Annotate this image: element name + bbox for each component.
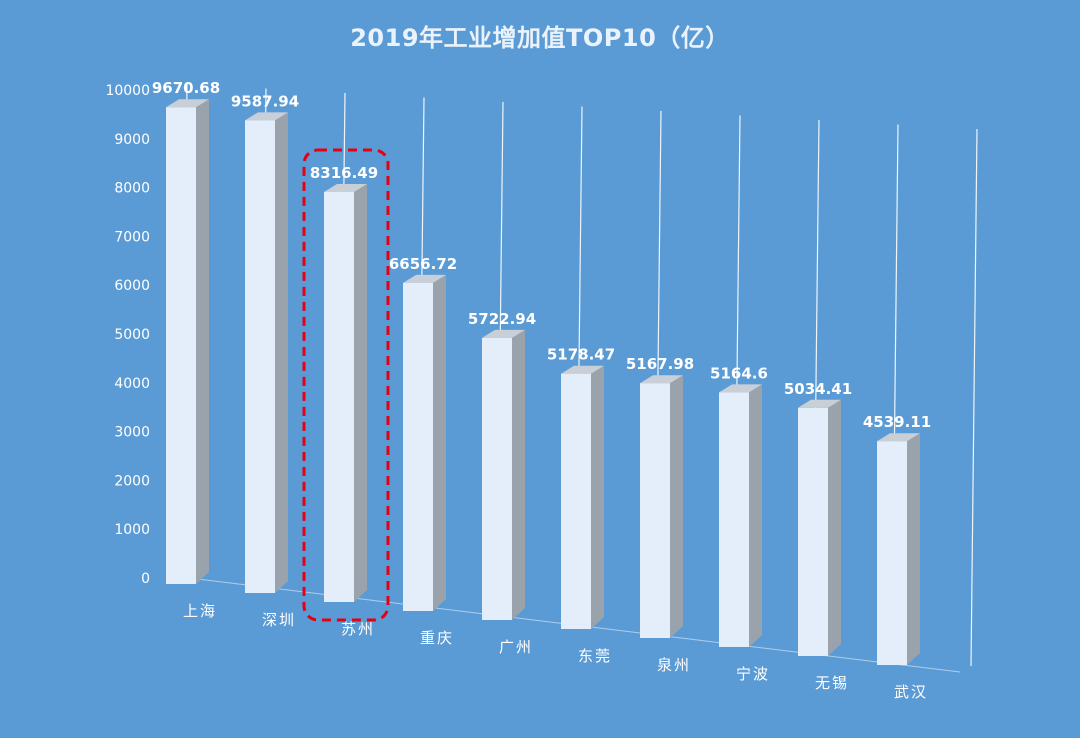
- bar-top: [324, 183, 367, 192]
- x-tick-label: 深圳: [262, 611, 296, 629]
- bar-side: [749, 384, 762, 647]
- bar-side: [433, 274, 446, 611]
- x-tick-label: 武汉: [894, 683, 928, 701]
- bar-top: [166, 99, 209, 108]
- bar-top: [403, 274, 446, 283]
- y-tick-label: 1000: [114, 522, 150, 538]
- bar-top: [877, 433, 920, 442]
- bar: [166, 107, 196, 584]
- data-label: 9587.94: [231, 92, 299, 110]
- bar-top: [719, 384, 762, 393]
- y-tick-label: 4000: [114, 376, 150, 392]
- bar: [640, 383, 670, 638]
- bar-side: [907, 433, 920, 665]
- y-tick-label: 10000: [105, 83, 150, 99]
- bar-top: [482, 329, 525, 338]
- y-tick-label: 2000: [114, 473, 150, 489]
- bar-side: [670, 375, 683, 638]
- bar: [561, 373, 591, 629]
- data-label: 5178.47: [547, 346, 615, 364]
- bar: [798, 407, 828, 656]
- bar-top: [245, 112, 288, 121]
- bar-top: [798, 399, 841, 408]
- x-tick-label: 宁波: [736, 665, 770, 683]
- bar: [482, 337, 512, 620]
- x-tick-label: 东莞: [578, 647, 612, 665]
- y-tick-label: 8000: [114, 181, 150, 197]
- y-tick-label: 3000: [114, 425, 150, 441]
- y-tick-label: 9000: [114, 132, 150, 148]
- x-tick-label: 无锡: [815, 674, 849, 692]
- bar: [719, 392, 749, 647]
- data-label: 5034.41: [784, 380, 852, 398]
- bar-side: [354, 183, 367, 602]
- bar: [324, 191, 354, 602]
- data-label: 8316.49: [310, 164, 378, 182]
- bar-top: [561, 365, 604, 374]
- bar: [245, 120, 275, 593]
- bar: [403, 282, 433, 611]
- data-label: 4539.11: [863, 413, 931, 431]
- bar-side: [196, 99, 209, 584]
- y-tick-label: 7000: [114, 229, 150, 245]
- y-tick-label: 6000: [114, 278, 150, 294]
- bar-side: [828, 399, 841, 656]
- data-label: 5722.94: [468, 310, 536, 328]
- data-label: 5167.98: [626, 355, 694, 373]
- highlight-box: [302, 148, 390, 622]
- data-label: 9670.68: [152, 79, 220, 97]
- chart-title: 2019年工业增加值TOP10（亿）: [350, 24, 730, 52]
- x-tick-label: 广州: [499, 638, 533, 656]
- bar: [877, 441, 907, 665]
- x-tick-label: 苏州: [341, 620, 375, 638]
- data-label: 5164.6: [710, 364, 768, 382]
- bar-side: [591, 365, 604, 629]
- gridline: [970, 128, 978, 667]
- y-tick-label: 5000: [114, 327, 150, 343]
- x-tick-label: 重庆: [420, 629, 454, 647]
- bar-side: [275, 112, 288, 593]
- bar-top: [640, 375, 683, 384]
- x-tick-label: 上海: [183, 602, 217, 620]
- x-tick-label: 泉州: [657, 656, 691, 674]
- data-label: 6656.72: [389, 255, 457, 273]
- bar-side: [512, 329, 525, 620]
- y-tick-label: 0: [141, 571, 150, 587]
